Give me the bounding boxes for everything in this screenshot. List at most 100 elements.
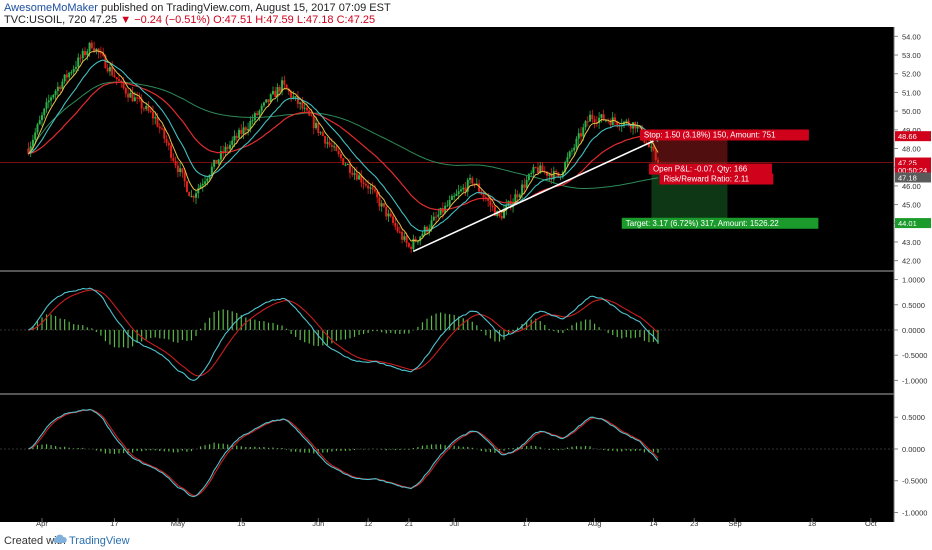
candle-body [432,216,435,221]
osc2-axis-tick-label: -1.0000 [902,508,927,517]
price-axis-tick-label: 52.00 [902,70,921,79]
chart-area[interactable]: 54.0053.0052.0051.0050.0049.0048.0047.00… [0,27,932,528]
candle-body [419,236,422,242]
candle-body [294,96,297,98]
candle-body [589,114,592,122]
osc1-axis-tick-label: 0.0000 [902,326,925,335]
candle-body [466,179,469,192]
candle-body [650,146,653,148]
candle-body [582,127,585,137]
candle-body [376,191,379,198]
candle-body [124,88,127,94]
candle-body [330,144,333,147]
author-link[interactable]: AwesomeMoMaker [4,2,98,14]
tradingview-cloud-icon[interactable] [52,533,67,545]
candle-body [471,177,474,184]
candle-body [394,222,397,227]
target-label-group: Target: 3.17 (6.72%) 317, Amount: 1526.2… [621,217,819,229]
candle-body [233,135,236,141]
candle-body [573,147,576,151]
candle-body [584,121,587,128]
candle-body [242,127,245,134]
candle-body [59,86,62,90]
candle-body [251,120,254,122]
candle-body [586,121,589,123]
candle-body [170,145,173,158]
candle-body [625,120,628,122]
candle-body [550,174,553,180]
candle-body [654,150,657,160]
candle-body [312,116,315,129]
candle-body [204,181,207,184]
candle-body [541,165,544,172]
candle-body [333,146,336,148]
ema-fast-line [28,50,659,242]
candle-body [364,183,367,186]
tradingview-brand[interactable]: TradingView [69,535,130,547]
stop-label: Stop: 1.50 (3.18%) 150, Amount: 751 [644,130,776,139]
candle-body [478,183,481,192]
candle-body [346,164,349,166]
candle-body [426,226,428,232]
candle-body [93,48,96,52]
time-axis-label: Jul [449,519,459,528]
candle-body [287,89,290,92]
osc2-axis-tick-label: 0.5000 [902,413,925,422]
candle-body [401,231,404,240]
candle-body [321,132,324,137]
candle-body [185,181,188,193]
candle-body [609,121,612,126]
publish-line: AwesomeMoMaker published on TradingView.… [4,2,391,14]
candle-body [405,236,408,244]
candle-body [86,51,89,56]
candle-body [136,97,139,99]
candle-body [546,171,549,176]
candle-body [469,177,472,180]
candle-body [464,187,467,192]
created-with-text: Created with [4,535,66,547]
risk-reward-label: Risk/Reward Ratio: 2.11 [663,175,749,184]
candle-body [285,84,288,90]
price-marker-label: 48.66 [898,132,917,141]
candle-body [453,195,456,197]
candle-body [188,192,191,197]
candle-body [457,191,460,194]
candle-body [611,117,614,126]
candle-body [591,114,594,120]
candle-body [647,143,650,148]
candle-body [133,97,136,102]
candle-body [430,220,433,229]
candle-body [213,159,216,167]
candle-body [473,183,476,185]
candle-body [281,80,284,92]
ema-mid-line [28,59,659,232]
candle-body [380,203,383,207]
candle-body [482,194,485,198]
candle-body [95,48,98,52]
candle-body [373,189,376,192]
price-marker-box [895,131,931,142]
candle-body [319,132,322,134]
candle-body [613,117,616,122]
candle-body [577,133,580,139]
candle-body [161,128,164,130]
candle-body [102,52,105,56]
candle-body [416,241,419,243]
chart-canvas[interactable]: 54.0053.0052.0051.0050.0049.0048.0047.00… [0,27,932,528]
candle-body [120,80,123,82]
candle-body [516,194,519,198]
candle-body [240,129,243,134]
candle-body [371,187,374,190]
candle-body [301,102,304,109]
candle-body [337,150,340,155]
candle-body [197,188,200,194]
candle-body [652,146,655,151]
candle-body [253,113,256,121]
candle-body [317,122,320,133]
candle-body [74,66,77,69]
candle-body [505,205,508,211]
candle-body [43,108,46,116]
candle-body [108,66,111,72]
candle-body [410,246,413,250]
candle-body [115,77,118,80]
